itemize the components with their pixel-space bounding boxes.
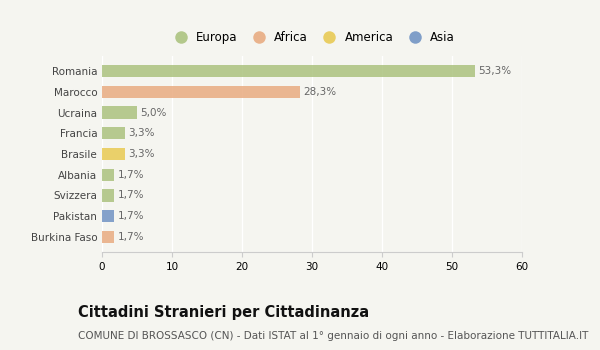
Bar	[102, 189, 114, 202]
Text: 28,3%: 28,3%	[304, 87, 337, 97]
Text: 3,3%: 3,3%	[128, 128, 155, 138]
Text: 53,3%: 53,3%	[479, 66, 512, 76]
Bar	[102, 127, 125, 140]
Bar	[102, 210, 114, 222]
Bar	[102, 168, 114, 181]
Bar	[102, 86, 300, 98]
Bar	[102, 148, 125, 160]
Legend: Europa, Africa, America, Asia: Europa, Africa, America, Asia	[164, 27, 460, 49]
Text: 1,7%: 1,7%	[118, 170, 144, 180]
Bar	[102, 65, 475, 77]
Text: 1,7%: 1,7%	[118, 190, 144, 201]
Text: 1,7%: 1,7%	[118, 211, 144, 221]
Text: COMUNE DI BROSSASCO (CN) - Dati ISTAT al 1° gennaio di ogni anno - Elaborazione : COMUNE DI BROSSASCO (CN) - Dati ISTAT al…	[78, 331, 589, 341]
Text: 1,7%: 1,7%	[118, 232, 144, 242]
Text: 3,3%: 3,3%	[128, 149, 155, 159]
Bar	[102, 106, 137, 119]
Text: Cittadini Stranieri per Cittadinanza: Cittadini Stranieri per Cittadinanza	[78, 304, 369, 320]
Text: 5,0%: 5,0%	[140, 107, 167, 118]
Bar	[102, 231, 114, 243]
